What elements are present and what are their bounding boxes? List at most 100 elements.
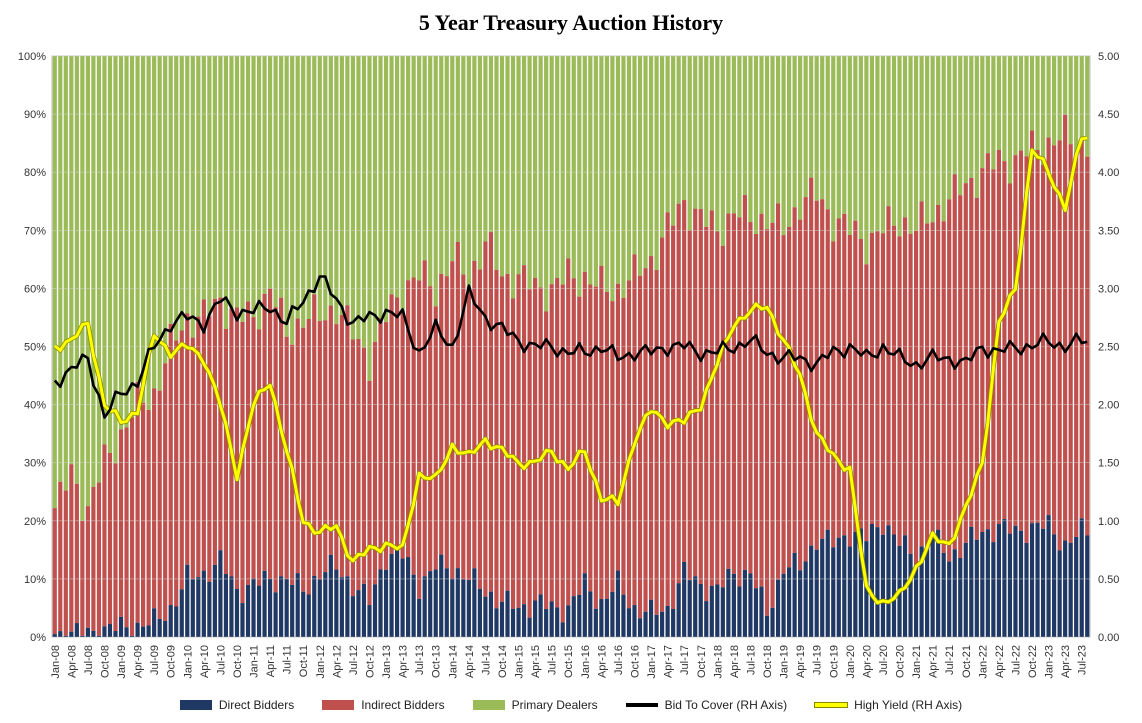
bar-indirect-bidders — [389, 294, 394, 554]
x-axis-tick-label: Oct-15 — [563, 645, 575, 678]
bar-primary-dealers — [648, 56, 654, 257]
bar-primary-dealers — [444, 56, 449, 277]
bar-indirect-bidders — [422, 260, 427, 577]
bar-indirect-bidders — [665, 212, 670, 606]
bar-direct-bidders — [764, 615, 770, 637]
bar-primary-dealers — [908, 56, 913, 234]
bar-direct-bidders — [555, 607, 560, 637]
x-axis-tick-label: Apr-16 — [596, 645, 608, 678]
bar-indirect-bidders — [985, 153, 990, 530]
bar-indirect-bidders — [831, 241, 836, 548]
bar-direct-bidders — [720, 587, 725, 637]
bar-primary-dealers — [306, 56, 311, 319]
bar-indirect-bidders — [256, 329, 262, 586]
bar-direct-bidders — [925, 548, 930, 637]
bar-direct-bidders — [1013, 525, 1018, 637]
bar-indirect-bidders — [952, 174, 957, 550]
bar-primary-dealers — [488, 56, 494, 233]
legend-dealers-label: Primary Dealers — [511, 698, 598, 712]
x-axis-tick-label: Jan-10 — [182, 645, 194, 679]
bar-direct-bidders — [676, 583, 681, 637]
bar-primary-dealers — [229, 56, 234, 309]
bar-indirect-bidders — [461, 274, 466, 580]
bar-direct-bidders — [240, 603, 245, 637]
bar-indirect-bidders — [521, 265, 527, 605]
bar-direct-bidders — [626, 608, 632, 637]
bar-direct-bidders — [129, 635, 135, 637]
legend-yield-label: High Yield (RH Axis) — [854, 698, 963, 712]
bar-indirect-bidders — [566, 258, 571, 606]
bar-primary-dealers — [599, 56, 604, 266]
legend-btc-label: Bid To Cover (RH Axis) — [664, 698, 788, 712]
bar-indirect-bidders — [880, 233, 886, 535]
bar-direct-bidders — [1068, 542, 1073, 637]
bar-primary-dealers — [759, 56, 764, 214]
bar-primary-dealers — [240, 56, 245, 322]
bar-primary-dealers — [1040, 56, 1046, 165]
bar-direct-bidders — [80, 635, 85, 637]
bar-direct-bidders — [251, 578, 256, 637]
bar-direct-bidders — [737, 586, 742, 637]
x-axis-tick-label: Apr-23 — [1060, 645, 1072, 678]
bar-direct-bidders — [599, 599, 604, 637]
bar-direct-bidders — [306, 594, 311, 637]
bar-primary-dealers — [212, 56, 217, 299]
bar-direct-bidders — [858, 528, 863, 637]
bar-primary-dealers — [869, 56, 875, 233]
bar-direct-bidders — [671, 608, 676, 637]
x-axis-tick-label: Jan-20 — [845, 645, 857, 679]
bar-primary-dealers — [185, 56, 190, 314]
bar-direct-bidders — [533, 600, 538, 637]
bar-direct-bidders — [643, 611, 648, 637]
bar-primary-dealers — [422, 56, 427, 261]
bar-direct-bidders — [621, 594, 626, 637]
x-axis-tick-label: Jul-09 — [149, 645, 161, 675]
bar-direct-bidders — [190, 579, 195, 637]
bar-direct-bidders — [510, 608, 516, 637]
bar-direct-bidders — [361, 583, 367, 637]
bar-indirect-bidders — [439, 273, 444, 555]
bar-indirect-bidders — [295, 318, 300, 574]
bar-direct-bidders — [245, 584, 251, 637]
bar-primary-dealers — [163, 56, 168, 364]
bar-indirect-bidders — [58, 481, 63, 632]
bar-indirect-bidders — [980, 168, 985, 533]
bar-direct-bidders — [1074, 536, 1079, 637]
bar-indirect-bidders — [886, 206, 891, 526]
bar-direct-bidders — [63, 635, 68, 637]
bar-direct-bidders — [472, 568, 477, 637]
bar-indirect-bidders — [919, 201, 924, 547]
bar-primary-dealers — [439, 56, 444, 274]
bar-primary-dealers — [1018, 56, 1024, 151]
x-axis-tick-label: Apr-14 — [464, 645, 476, 678]
bar-direct-bidders — [1002, 519, 1007, 637]
x-axis-tick-label: Apr-13 — [398, 645, 410, 678]
bar-indirect-bidders — [345, 305, 350, 577]
bar-primary-dealers — [853, 56, 858, 221]
bar-primary-dealers — [875, 56, 880, 232]
bar-direct-bidders — [604, 598, 609, 637]
bar-direct-bidders — [52, 634, 57, 637]
bar-direct-bidders — [958, 558, 963, 637]
bar-primary-dealers — [626, 56, 632, 281]
bar-primary-dealers — [179, 56, 184, 331]
bar-indirect-bidders — [753, 234, 759, 589]
legend: Direct Bidders Indirect Bidders Primary … — [0, 694, 1142, 716]
bar-indirect-bidders — [356, 338, 361, 591]
bar-primary-dealers — [792, 56, 797, 208]
bar-direct-bidders — [936, 529, 941, 637]
bar-indirect-bidders — [731, 213, 736, 574]
bar-direct-bidders — [256, 585, 262, 637]
right-axis-tick-label: 0.00 — [1098, 632, 1119, 644]
bar-direct-bidders — [157, 618, 162, 637]
bar-indirect-bidders — [433, 306, 438, 570]
legend-btc-swatch — [625, 703, 658, 707]
bar-primary-dealers — [671, 56, 676, 226]
bar-primary-dealers — [891, 56, 897, 226]
x-axis-tick-label: Apr-18 — [729, 645, 741, 678]
bar-indirect-bidders — [394, 297, 400, 548]
bar-indirect-bidders — [400, 310, 405, 559]
bar-indirect-bidders — [80, 520, 85, 636]
bar-direct-bidders — [847, 546, 852, 637]
bar-direct-bidders — [466, 580, 471, 637]
